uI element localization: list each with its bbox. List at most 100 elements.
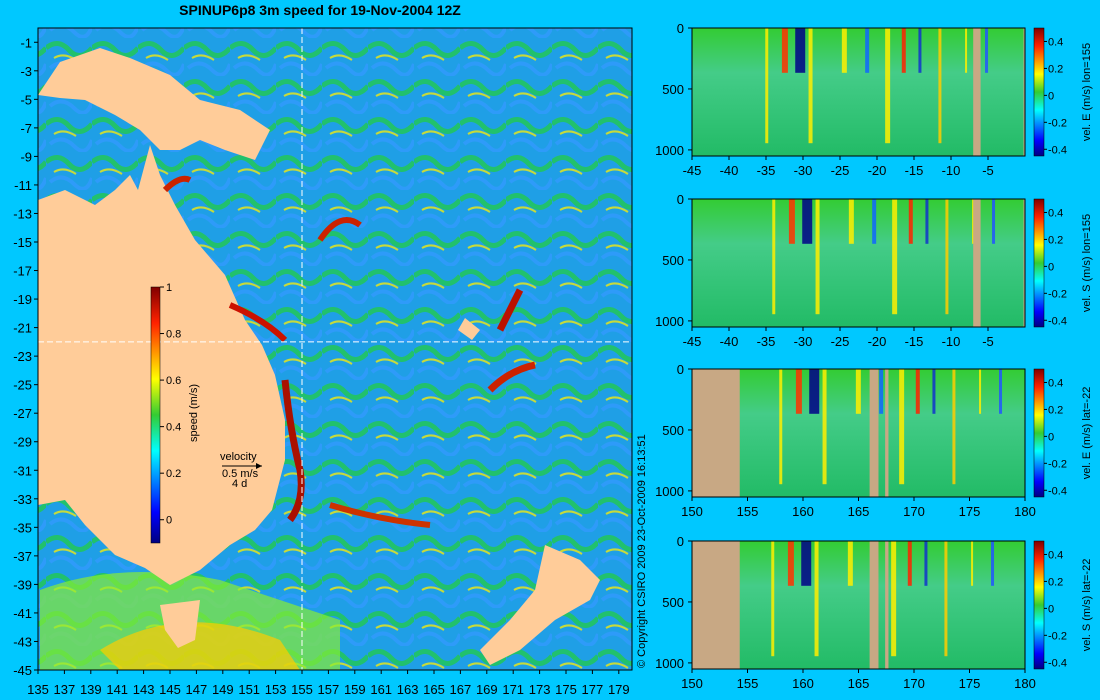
section-land (692, 369, 740, 497)
map-x-tick-label: 179 (608, 682, 630, 697)
section-velocity-streak (855, 369, 861, 414)
coral-sea-jet (228, 302, 288, 343)
southern-high-speed-band (100, 622, 300, 670)
section-velocity-streak (879, 369, 884, 414)
section-colorbar (1033, 27, 1045, 157)
section-colorbar-tick-label: -0.4 (1048, 144, 1067, 156)
section-velocity-streak (771, 541, 775, 657)
section-x-tick-label: -35 (757, 334, 776, 349)
section-field (692, 541, 1025, 669)
section-depth-tick-label: 1000 (655, 143, 684, 158)
section-colorbar-tick-label: -0.2 (1048, 117, 1067, 129)
map-y-tick-label: -3 (20, 64, 32, 79)
section-colorbar-tick-label: -0.2 (1048, 630, 1067, 642)
section-x-tick-label: 165 (848, 504, 870, 519)
eddy-north (317, 217, 362, 242)
velocity-arrowhead-icon (256, 463, 262, 469)
section-x-tick-label: 175 (959, 676, 981, 691)
map-x-tick-label: 151 (238, 682, 260, 697)
map-x-tick-label: 155 (291, 682, 313, 697)
map-x-ticks: 135 137 139 141 143 145 147 149 151 153 155 157 159 1… (27, 670, 630, 697)
section-velocity-streak (815, 199, 820, 315)
section-colorbar-tick-label: 0.4 (1048, 377, 1063, 389)
section-colorbar-tick-label: 0 (1048, 261, 1054, 273)
section-colorbar-label: vel. S (m/s) lat=-22 (1081, 559, 1093, 652)
map-y-tick-label: -11 (14, 178, 32, 193)
section-velocity-streak (918, 28, 922, 73)
figure-title: SPINUP6p8 3m speed for 19-Nov-2004 12Z (179, 2, 461, 18)
map-x-tick-label: 159 (344, 682, 366, 697)
map-y-tick-label: -45 (13, 663, 32, 678)
section-velocity-streak (924, 541, 928, 586)
map-y-tick-label: -25 (13, 378, 32, 393)
section-velocity-streak (795, 28, 806, 73)
map-x-tick-label: 165 (423, 682, 445, 697)
section-velocity-streak (915, 369, 920, 414)
section-x-tick-label: -45 (683, 334, 702, 349)
map-y-ticks: -1 -3 -5 -7 -9 -11 -13 -15 -17 -19 -21 -23 -25 -27 -29… (13, 35, 38, 678)
map-y-tick-label: -41 (13, 606, 32, 621)
section-velocity-streak (992, 199, 996, 244)
section-velocity-streak (841, 28, 847, 73)
section-frame (691, 198, 1026, 328)
section-x-tick-label: 170 (903, 676, 925, 691)
section-velocity-streak (972, 199, 975, 244)
section-colorbar-label: vel. E (m/s) lat=-22 (1081, 387, 1093, 480)
speed-colorbar (150, 286, 161, 544)
map-y-tick-label: -29 (13, 435, 32, 450)
section-velocity-streak (802, 199, 813, 244)
map-y-tick-label: -9 (20, 149, 32, 164)
section-land (869, 541, 879, 669)
map-y-tick-label: -5 (20, 92, 32, 107)
map-y-tick-label: -37 (13, 549, 32, 564)
map-y-tick-label: -15 (13, 235, 32, 250)
section-colorbar-tick-label: -0.4 (1048, 315, 1067, 327)
section-velocity-streak (901, 28, 906, 73)
section-colorbar (1033, 368, 1045, 498)
section-x-tick-label: -10 (942, 334, 961, 349)
section-x-tick-label: 180 (1014, 676, 1036, 691)
section-velocity-streak (908, 199, 913, 244)
section-field (692, 28, 1025, 156)
map-x-tick-label: 157 (318, 682, 340, 697)
section-velocity-streak (779, 369, 783, 485)
section-land (885, 369, 889, 497)
speed-colorbar-tick-label: 0.2 (166, 468, 181, 480)
map-x-tick-label: 143 (133, 682, 155, 697)
map-x-tick-label: 167 (450, 682, 472, 697)
section-x-tick-label: -45 (683, 163, 702, 178)
section-x-tick-label: -40 (720, 163, 739, 178)
section-colorbar-tick-label: 0.2 (1048, 404, 1063, 416)
australia-land (38, 145, 285, 585)
section-velocity-streak (787, 541, 794, 586)
speed-colorbar-label: speed (m/s) (188, 384, 200, 442)
section-colorbar-tick-label: 0.2 (1048, 234, 1063, 246)
section-velocity-streak (781, 28, 788, 73)
tasmania-land (160, 600, 200, 648)
map-x-tick-label: 147 (186, 682, 208, 697)
section-field (692, 199, 1025, 327)
section-x-tick-label: -5 (982, 163, 994, 178)
section-x-tick-label: 165 (848, 676, 870, 691)
section-x-tick-label: -40 (720, 334, 739, 349)
section-depth-tick-label: 500 (662, 82, 684, 97)
section-x-tick-label: 175 (959, 504, 981, 519)
section-depth-tick-label: 1000 (655, 484, 684, 499)
velocity-legend-speed: 0.5 m/s (222, 468, 259, 480)
section-colorbar (1033, 198, 1045, 328)
section-x-tick-label: -30 (794, 334, 813, 349)
section-colorbar-tick-label: 0.2 (1048, 63, 1063, 75)
section-velocity-streak (772, 199, 776, 315)
map-y-tick-label: -33 (13, 492, 32, 507)
section-frame (691, 27, 1026, 157)
section-x-tick-label: 180 (1014, 504, 1036, 519)
section-x-tick-label: -20 (868, 334, 887, 349)
section-x-tick-label: -15 (905, 334, 924, 349)
section-velocity-streak (847, 541, 853, 586)
section-velocity-streak (971, 541, 974, 586)
section-velocity-streak (945, 199, 949, 315)
section-panel-3: 150 155 160 165 170 175 180 0 500 1000 0.4 0.2 0 -0.2… (655, 362, 1093, 519)
section-velocity-streak (801, 541, 812, 586)
speed-colorbar-tick-label: 0.4 (166, 422, 181, 434)
section-colorbar-tick-label: 0.2 (1048, 576, 1063, 588)
